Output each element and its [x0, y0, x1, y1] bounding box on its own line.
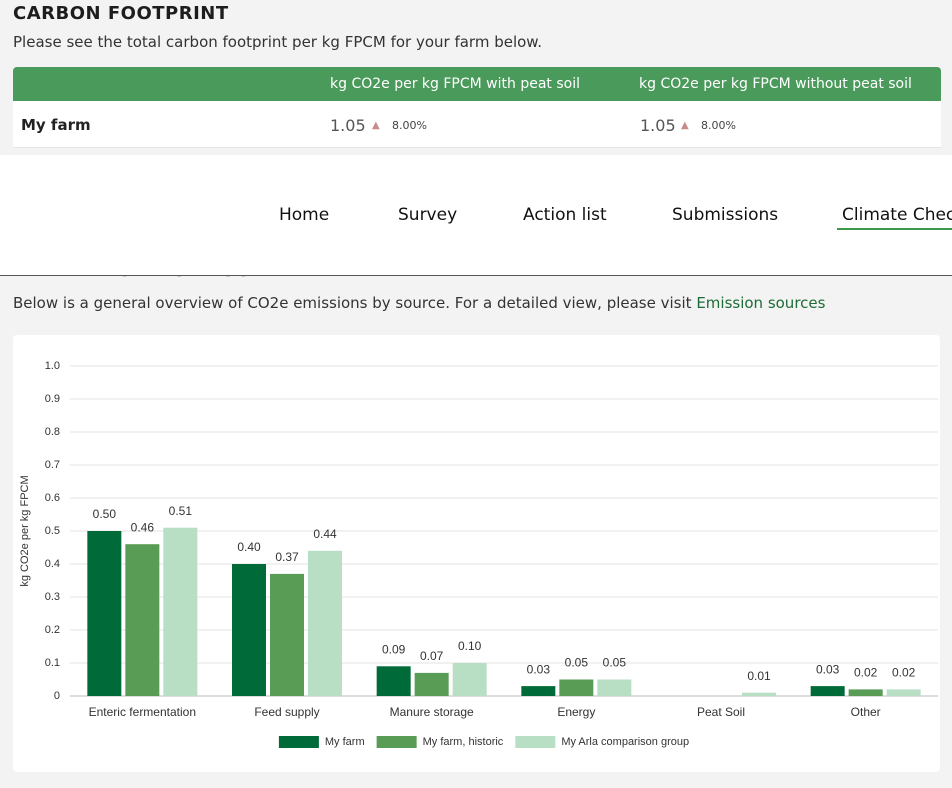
cell-change: 8.00%	[392, 119, 427, 132]
nav-bar: Home Survey Action list Submissions Clim…	[0, 155, 952, 276]
data-label: 0.05	[565, 656, 589, 670]
bar	[742, 692, 776, 696]
active-underline	[837, 228, 952, 230]
bar	[376, 666, 411, 696]
bar	[848, 689, 883, 696]
data-label: 0.40	[237, 540, 261, 554]
text: Below is a general overview of CO2e emis…	[13, 294, 692, 312]
y-tick-label: 0.1	[45, 657, 60, 669]
nav-item[interactable]: Action list	[523, 205, 607, 225]
y-tick-label: 0.2	[45, 624, 60, 636]
page-title: CARBON FOOTPRINT	[13, 3, 229, 24]
y-tick-label: 0.4	[45, 558, 60, 570]
table-row: My farm 1.05 ▲ 8.00% 1.05 ▲ 8.00%	[13, 101, 941, 148]
column-header: kg CO2e per kg FPCM without peat soil	[639, 76, 912, 92]
data-label: 0.10	[458, 639, 482, 653]
data-label: 0.03	[816, 662, 840, 676]
chart-card: kg CO2e per kg FPCM 0 0.1 0.2 0.3 0.4 0.5 0.6 0…	[13, 335, 940, 772]
subtitle: Please see the total carbon footprint pe…	[13, 33, 542, 51]
up-arrow: ▲	[372, 120, 380, 131]
y-tick-label: 0.8	[45, 426, 60, 438]
bar	[308, 550, 342, 696]
nav-item[interactable]: Survey	[398, 205, 458, 225]
x-tick-label: Energy	[557, 705, 595, 719]
legend-swatch	[515, 736, 556, 748]
bar	[810, 686, 845, 696]
y-tick-label: 0.7	[45, 459, 60, 471]
column-header: kg CO2e per kg FPCM with peat soil	[330, 76, 580, 92]
data-label: 0.09	[382, 642, 406, 656]
nav-item[interactable]: Home	[279, 205, 330, 225]
data-label: 0.02	[892, 666, 916, 680]
bar	[163, 527, 198, 696]
bar	[125, 544, 160, 696]
cell-value: 1.05	[640, 116, 676, 135]
cell-change: 8.00%	[701, 119, 736, 132]
x-tick-label: Other	[851, 705, 881, 719]
x-tick-label: Manure storage	[390, 705, 474, 719]
legend-swatch	[278, 736, 319, 748]
bar	[232, 564, 266, 696]
x-tick-label: Peat Soil	[697, 705, 745, 719]
bar	[886, 689, 921, 696]
legend-label: My farm	[325, 736, 365, 748]
cell-value: 1.05	[330, 116, 366, 135]
bar	[414, 672, 449, 696]
data-label: 0.03	[527, 662, 551, 676]
nav-item[interactable]: Submissions	[672, 205, 779, 225]
data-label: 0.51	[169, 504, 193, 518]
x-tick-label: Feed supply	[254, 705, 319, 719]
table-header: kg CO2e per kg FPCM with peat soil kg CO…	[13, 67, 941, 101]
data-label: 0.07	[420, 649, 444, 663]
link[interactable]: Emission sources	[696, 294, 826, 312]
data-label: 0.37	[275, 550, 299, 564]
y-tick-label: 0.3	[45, 591, 60, 603]
legend-swatch	[376, 736, 417, 748]
row-label: My farm	[21, 116, 91, 134]
data-label: 0.50	[93, 507, 117, 521]
bar	[559, 679, 594, 696]
bar	[270, 573, 304, 696]
data-label: 0.05	[603, 656, 627, 670]
y-tick-label: 0	[54, 690, 60, 702]
data-label: 0.46	[131, 520, 155, 534]
x-tick-label: Enteric fermentation	[89, 705, 196, 719]
up-arrow: ▲	[681, 120, 689, 131]
bar	[597, 679, 632, 696]
bar	[521, 686, 556, 696]
chart: kg CO2e per kg FPCM 0 0.1 0.2 0.3 0.4 0.5 0.6 0…	[19, 360, 938, 748]
section-text: Below is a general overview of CO2e emis…	[13, 294, 825, 312]
y-axis-label: kg CO2e per kg FPCM	[19, 475, 31, 586]
legend-label: My farm, historic	[423, 736, 504, 748]
data-label: 0.01	[747, 669, 771, 683]
data-label: 0.02	[854, 666, 878, 680]
bar	[87, 531, 122, 696]
y-tick-label: 1.0	[45, 360, 60, 372]
legend-label: My Arla comparison group	[561, 736, 689, 748]
y-tick-label: 0.5	[45, 525, 60, 537]
y-tick-label: 0.9	[45, 393, 60, 405]
nav-item[interactable]: Climate Check	[842, 205, 952, 225]
data-label: 0.44	[313, 527, 337, 541]
y-tick-label: 0.6	[45, 492, 60, 504]
bar	[452, 663, 487, 696]
